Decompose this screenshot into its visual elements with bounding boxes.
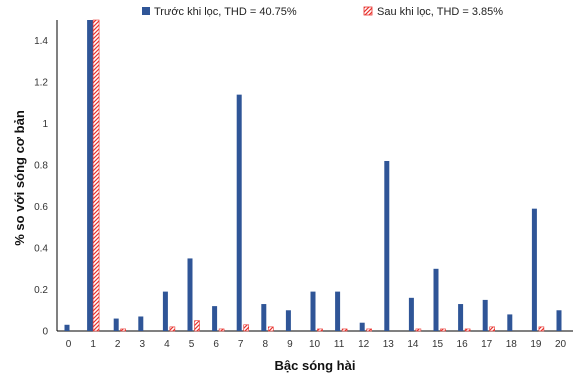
legend-label-before: Trước khi lọc, THD = 40.75% [154,6,297,18]
x-tick-label: 1 [90,339,96,350]
bar-before-filter [531,208,537,331]
x-tick-label: 4 [164,339,170,350]
y-tick-label: 1.2 [34,78,48,89]
bar-before-filter [87,20,94,331]
x-tick-label: 16 [457,339,469,350]
legend-label-after: Sau khi lọc, THD = 3.85% [377,6,503,18]
y-axis-title: % so với sóng cơ bản [12,110,27,246]
x-tick-label: 5 [189,339,195,350]
x-tick-label: 6 [213,339,219,350]
bar-before-filter [458,304,464,331]
bar-before-filter [408,297,414,331]
bar-before-filter [162,291,168,331]
y-tick-label: 1 [42,119,48,130]
bar-after-filter [341,328,348,332]
y-tick-label: 0.4 [34,244,48,255]
bar-after-filter [366,328,373,332]
x-tick-label: 8 [263,339,269,350]
y-tick-label: 0.6 [34,202,48,213]
x-tick-label: 0 [66,339,72,350]
bar-after-filter [92,19,100,332]
bar-after-filter [218,328,225,332]
bar-before-filter [64,324,70,331]
bar-before-filter [359,322,365,331]
x-tick-label: 18 [506,339,518,350]
bar-after-filter [464,328,471,332]
y-tick-label: 1.4 [34,36,48,47]
bar-before-filter [310,291,316,331]
bar-before-filter [187,258,193,331]
x-axis-title: Bậc sóng hài [275,358,356,373]
x-tick-label: 11 [334,339,345,350]
x-tick-label: 2 [115,339,121,350]
x-tick-labels: 0 1 2 3 4 5 6 7 8 9 10 11 12 13 14 15 16 17 18 19 20 [66,339,567,350]
x-tick-label: 12 [358,339,370,350]
legend: Trước khi lọc, THD = 40.75% Sau khi lọc,… [142,6,503,18]
bar-after-filter [120,328,126,332]
bar-before-filter [113,318,119,331]
x-tick-label: 19 [530,339,542,350]
legend-swatch-after [363,6,373,16]
bar-after-filter [169,326,176,332]
bar-before-filter [433,268,439,331]
bar-before-filter [482,299,488,331]
bar-after-filter [194,320,200,332]
bar-after-filter [538,326,545,332]
y-tick-labels: 0 0.2 0.4 0.6 0.8 1 1.2 1.4 [34,36,48,337]
x-tick-label: 9 [287,339,293,350]
x-tick-label: 3 [140,339,146,350]
x-tick-label: 15 [432,339,444,350]
y-tick-label: 0.2 [34,285,48,296]
bar-after-filter [243,324,249,332]
y-tick-label: 0.8 [34,161,48,172]
bar-before-filter [236,94,242,331]
x-tick-label: 17 [481,339,493,350]
bar-before-filter [212,306,218,331]
bar-before-filter [507,314,513,331]
bar-before-filter [556,310,562,331]
x-tick-label: 14 [407,339,419,350]
x-tick-label: 10 [309,339,321,350]
bars [64,19,562,332]
legend-swatch-before [142,7,150,15]
y-tick-label: 0 [42,327,48,338]
bar-before-filter [285,310,291,331]
bar-before-filter [335,291,341,331]
bar-after-filter [415,328,422,332]
bar-after-filter [267,326,274,332]
bar-before-filter [384,160,390,331]
bar-after-filter [440,328,446,332]
bar-before-filter [138,316,144,331]
bar-before-filter [261,304,267,331]
x-tick-label: 20 [555,339,567,350]
x-tick-label: 7 [238,339,244,350]
x-tick-label: 13 [383,339,395,350]
bar-after-filter [317,328,323,332]
bar-after-filter [489,326,496,332]
